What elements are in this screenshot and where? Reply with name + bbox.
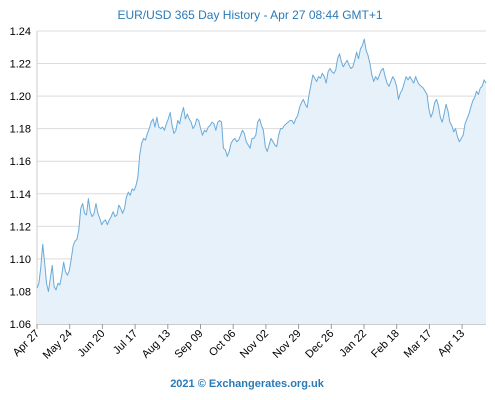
series-area	[37, 39, 486, 324]
x-tick-label: Jan 22	[337, 328, 369, 360]
chart-title: EUR/USD 365 Day History - Apr 27 08:44 G…	[117, 8, 382, 22]
x-tick-label: May 24	[41, 328, 75, 362]
x-tick-label: Aug 13	[140, 328, 173, 361]
x-tick-label: Oct 06	[207, 328, 238, 359]
y-tick-label: 1.20	[10, 91, 31, 103]
y-tick-label: 1.06	[10, 319, 31, 331]
y-tick-label: 1.16	[10, 156, 31, 168]
x-tick-label: Mar 17	[402, 328, 435, 361]
y-tick-label: 1.12	[10, 221, 31, 233]
plot-area	[36, 38, 487, 324]
x-tick-label: Jul 17	[111, 328, 140, 357]
x-tick-label: Sep 09	[172, 328, 205, 361]
x-tick-label: Nov 29	[271, 328, 304, 361]
y-tick-label: 1.18	[10, 124, 31, 136]
chart-footer: 2021 © Exchangerates.org.uk	[170, 378, 325, 390]
x-tick-label: Jun 20	[76, 328, 108, 360]
y-tick-label: 1.24	[10, 26, 31, 38]
series-line	[36, 38, 487, 292]
y-tick-label: 1.08	[10, 286, 31, 298]
x-tick-label: Apr 27	[11, 328, 42, 359]
x-tick-label: Nov 02	[238, 328, 271, 361]
x-tick-label: Feb 18	[369, 328, 402, 361]
y-tick-label: 1.22	[10, 59, 31, 71]
y-tick-label: 1.10	[10, 254, 31, 266]
x-tick-label: Apr 13	[436, 328, 467, 359]
x-tick-label: Dec 26	[303, 328, 336, 361]
y-tick-label: 1.14	[10, 189, 31, 201]
y-axis: 1.24 1.22 1.20 1.18 1.16 1.14 1.12 1.10 1.08 1.06	[10, 26, 31, 331]
